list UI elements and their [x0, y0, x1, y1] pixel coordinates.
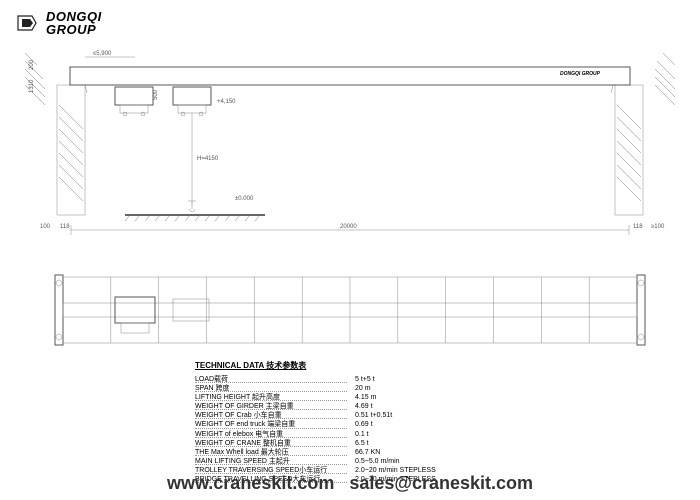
logo-line2: GROUP — [46, 23, 102, 36]
plan-drawing — [25, 265, 675, 355]
tech-value: 66.7 KN — [355, 448, 595, 457]
tech-value: 5 t+5 t — [355, 375, 595, 384]
tech-label: SPAN 跨度 — [195, 384, 355, 393]
tech-label: MAIN LIFTING SPEED 主起升 — [195, 457, 355, 466]
ground-hatch — [125, 215, 260, 221]
left-wall-hatch — [25, 53, 45, 105]
tech-value: 0.5~5.0 m/min — [355, 457, 595, 466]
tech-row: THE Max Whell load 最大轮压66.7 KN — [195, 448, 595, 457]
technical-data-table: TECHNICAL DATA 技术参数表 LOAD载荷5 t+5 tSPAN 跨… — [195, 360, 595, 484]
tech-label: THE Max Whell load 最大轮压 — [195, 448, 355, 457]
tech-label: WEIGHT of elebox 电气自重 — [195, 430, 355, 439]
tech-label: WEIGHT OF CRANE 整机自重 — [195, 439, 355, 448]
tech-label: WEIGHT OF Crab 小车自重 — [195, 411, 355, 420]
logo-icon — [16, 14, 40, 32]
hoist-2 — [173, 87, 211, 116]
logo-text: DONGQI GROUP — [46, 10, 102, 36]
hoist-1 — [115, 87, 153, 116]
tech-value: 0.51 t+0.51t — [355, 411, 595, 420]
dim-top-left: ≤5,900 — [93, 51, 112, 57]
tech-row: SPAN 跨度20 m — [195, 384, 595, 393]
tech-row: MAIN LIFTING SPEED 主起升0.5~5.0 m/min — [195, 457, 595, 466]
tech-title: TECHNICAL DATA 技术参数表 — [195, 360, 595, 371]
dim-bl1: 100 — [40, 224, 51, 230]
dim-ground: ±0.000 — [235, 196, 254, 202]
elevation-drawing: H=4150 ±0.000 ≤5,900 200 1310 500 +4,150… — [25, 45, 675, 235]
dim-H: H=4150 — [197, 156, 219, 162]
dim-left-1: 200 — [29, 59, 35, 70]
tech-label: WEIGHT OF GIRDER 主梁自重 — [195, 402, 355, 411]
tech-value: 6.5 t — [355, 439, 595, 448]
dim-hoist-level: +4,150 — [217, 99, 236, 105]
tech-row: LOAD载荷5 t+5 t — [195, 375, 595, 384]
tech-row: WEIGHT OF CRANE 整机自重6.5 t — [195, 439, 595, 448]
footer: www.craneskit.com sales@craneskit.com — [0, 473, 700, 494]
tech-row: WEIGHT OF GIRDER 主梁自重4.69 t — [195, 402, 595, 411]
tech-row: WEIGHT OF Crab 小车自重0.51 t+0.51t — [195, 411, 595, 420]
tech-value: 4.69 t — [355, 402, 595, 411]
footer-url: www.craneskit.com — [167, 473, 334, 493]
tech-value: 20 m — [355, 384, 595, 393]
dim-span: 20000 — [340, 224, 357, 230]
dim-hoist-h: 500 — [153, 89, 159, 100]
tech-row: WEIGHT of elebox 电气自重0.1 t — [195, 430, 595, 439]
right-column — [615, 85, 643, 215]
tech-row: LIFTING HEIGHT 起升高度4.15 m — [195, 393, 595, 402]
tech-label: LOAD载荷 — [195, 375, 355, 384]
tech-value: 0.69 t — [355, 420, 595, 429]
logo: DONGQI GROUP — [16, 10, 102, 36]
tech-label: WEIGHT OF end truck 端梁自重 — [195, 420, 355, 429]
dim-br1: 118 — [633, 224, 643, 230]
tech-row: WEIGHT OF end truck 端梁自重0.69 t — [195, 420, 595, 429]
tech-value: 4.15 m — [355, 393, 595, 402]
tech-value: 0.1 t — [355, 430, 595, 439]
dim-left-2: 1310 — [29, 79, 35, 93]
right-wall-hatch — [655, 53, 675, 105]
dim-bl2: 118 — [60, 224, 70, 230]
dim-br2: ≥100 — [651, 224, 665, 230]
left-column — [57, 85, 85, 215]
tech-label: LIFTING HEIGHT 起升高度 — [195, 393, 355, 402]
plan-grid — [111, 277, 589, 343]
footer-email: sales@craneskit.com — [349, 473, 533, 493]
